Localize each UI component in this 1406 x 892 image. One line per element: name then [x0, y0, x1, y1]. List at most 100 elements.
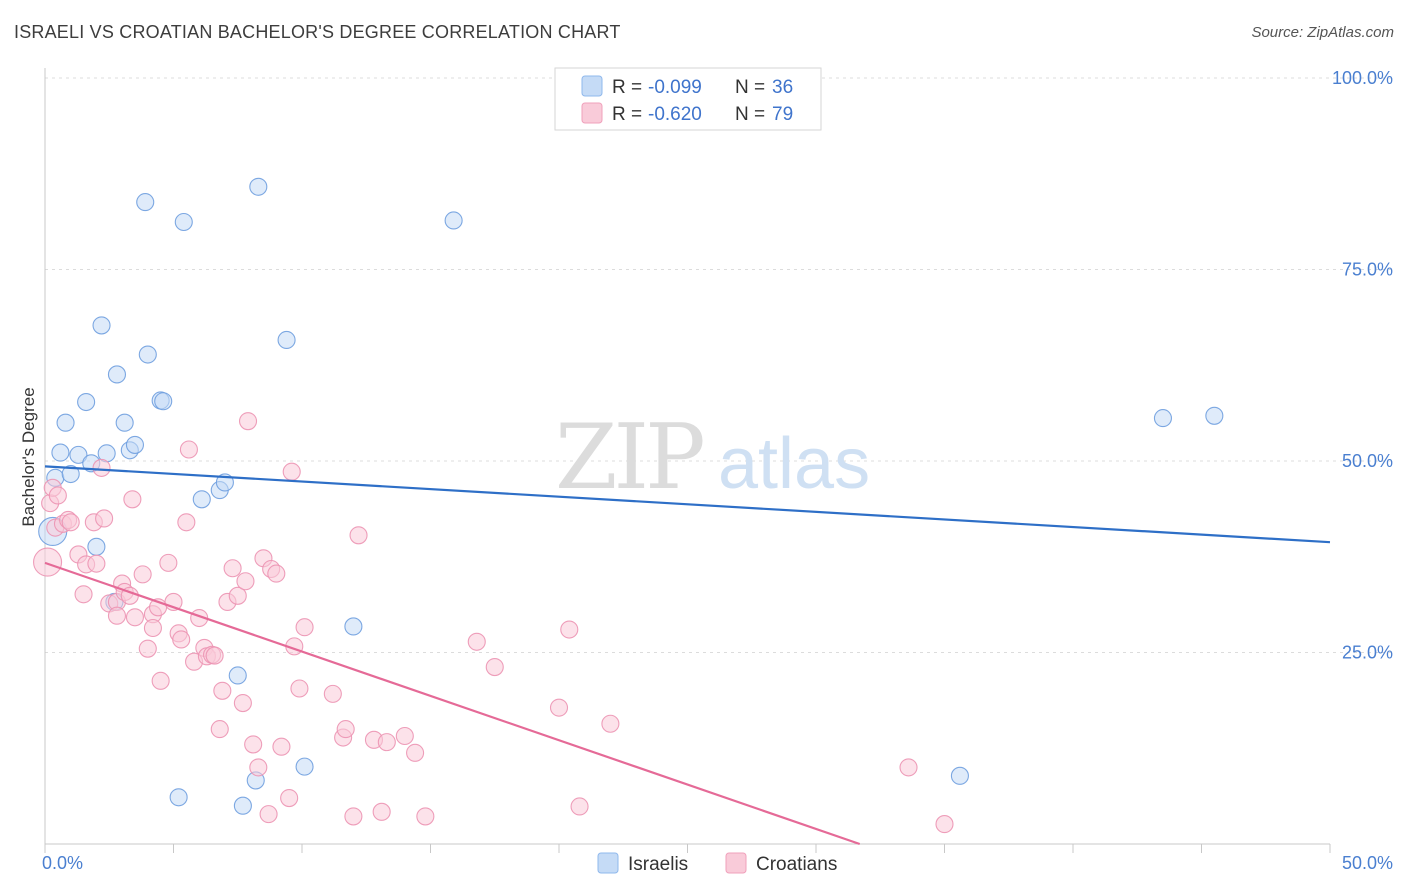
- croatians-point-4: [48, 486, 67, 505]
- croatians-point-50: [249, 758, 268, 777]
- y-tick-label-0: 25.0%: [1342, 643, 1393, 663]
- croatians-point-74: [549, 698, 569, 717]
- legend-israelis-label: Israelis: [628, 854, 688, 875]
- grid-lines: [45, 77, 1392, 653]
- croatians-point-60: [295, 618, 314, 637]
- y-axis-label: Bachelor's Degree: [19, 387, 38, 526]
- israelis-point-22: [192, 490, 211, 509]
- israelis-points: [38, 177, 1224, 815]
- croatians-n-value: 79: [772, 104, 793, 125]
- israelis-point-12: [107, 365, 127, 384]
- croatians-point-61: [323, 684, 342, 703]
- croatians-point-0: [33, 547, 63, 577]
- chart-title: ISRAELI VS CROATIAN BACHELOR'S DEGREE CO…: [14, 22, 621, 42]
- croatians-point-22: [125, 608, 144, 627]
- croatians-point-21: [123, 490, 142, 509]
- croatians-point-28: [151, 671, 170, 690]
- croatians-point-24: [138, 639, 157, 658]
- legend-israelis-swatch: [597, 852, 619, 874]
- croatians-point-47: [236, 572, 255, 591]
- israelis-point-21: [174, 212, 193, 232]
- croatians-point-26: [143, 618, 162, 638]
- croatians-n-label: N =: [735, 104, 765, 125]
- croatians-point-59: [290, 679, 309, 698]
- croatians-point-32: [172, 630, 191, 649]
- israelis-trend-line: [44, 465, 1331, 544]
- croatians-point-17: [107, 606, 127, 625]
- israelis-point-2: [51, 443, 70, 462]
- croatians-trend-line: [44, 561, 861, 846]
- series-legend: Israelis Croatians: [597, 852, 837, 875]
- croatians-point-55: [272, 737, 291, 756]
- israelis-point-35: [1205, 406, 1224, 425]
- israelis-point-33: [950, 766, 969, 785]
- israelis-n-value: 36: [772, 77, 793, 98]
- croatians-point-46: [233, 694, 252, 713]
- croatians-point-7: [61, 513, 80, 532]
- croatians-point-65: [349, 526, 368, 545]
- israelis-point-34: [1153, 409, 1172, 428]
- israelis-point-30: [295, 757, 314, 776]
- croatians-point-13: [92, 458, 111, 477]
- croatians-point-78: [899, 758, 918, 777]
- croatians-point-77: [601, 714, 620, 733]
- y-tick-label-3: 100.0%: [1332, 68, 1393, 88]
- israelis-n-label: N =: [735, 77, 765, 98]
- croatians-point-70: [406, 743, 425, 762]
- croatians-point-75: [560, 620, 579, 639]
- croatians-point-45: [228, 586, 247, 605]
- israelis-point-3: [56, 413, 75, 432]
- croatians-point-52: [259, 805, 278, 824]
- croatians-point-68: [377, 733, 396, 752]
- croatians-point-48: [238, 412, 258, 431]
- israelis-point-29: [277, 330, 296, 350]
- israelis-point-9: [92, 316, 111, 335]
- croatians-point-76: [570, 797, 589, 816]
- israelis-point-19: [154, 392, 173, 411]
- israelis-point-31: [344, 617, 363, 636]
- israelis-point-32: [444, 211, 463, 230]
- israelis-point-4: [61, 464, 80, 484]
- israelis-point-20: [169, 788, 188, 807]
- croatians-point-34: [179, 440, 198, 459]
- israelis-point-8: [87, 537, 106, 556]
- croatians-point-56: [280, 788, 299, 808]
- israelis-point-5: [69, 445, 88, 464]
- legend-croatians-label: Croatians: [756, 854, 837, 875]
- tick-labels: 25.0% 50.0% 75.0% 100.0% 0.0% 50.0%: [42, 68, 1393, 873]
- israelis-point-15: [125, 435, 144, 454]
- israelis-point-25: [228, 666, 247, 685]
- watermark-zip: ZIP: [555, 405, 703, 510]
- croatians-point-79: [935, 815, 954, 834]
- croatians-swatch: [581, 102, 603, 124]
- croatians-r-label: R =: [612, 104, 642, 125]
- israelis-point-28: [249, 177, 268, 196]
- israelis-point-17: [138, 345, 157, 364]
- x-tick-label-min: 0.0%: [42, 853, 83, 873]
- legend-croatians-swatch: [725, 852, 747, 874]
- source-label: Source: ZipAtlas.com: [1251, 24, 1394, 41]
- israelis-r-label: R =: [612, 77, 642, 98]
- croatians-point-41: [210, 720, 229, 739]
- israelis-point-16: [136, 193, 155, 212]
- croatians-point-72: [467, 632, 486, 651]
- watermark-atlas: atlas: [718, 424, 870, 504]
- y-tick-label-2: 75.0%: [1342, 260, 1393, 280]
- croatians-point-29: [159, 553, 178, 572]
- croatians-point-64: [344, 807, 363, 826]
- israelis-point-13: [115, 413, 134, 432]
- croatians-point-23: [133, 565, 152, 584]
- israelis-point-6: [77, 392, 96, 412]
- croatians-point-12: [87, 554, 106, 573]
- croatians-point-9: [74, 585, 93, 604]
- croatians-point-67: [372, 802, 391, 821]
- croatians-r-value: -0.620: [648, 104, 702, 125]
- croatians-point-69: [395, 726, 414, 746]
- croatians-point-44: [223, 559, 242, 578]
- israelis-swatch: [581, 75, 603, 97]
- croatians-point-40: [205, 646, 224, 665]
- croatians-point-49: [244, 735, 263, 754]
- israelis-point-26: [233, 796, 252, 815]
- croatians-point-42: [213, 681, 232, 700]
